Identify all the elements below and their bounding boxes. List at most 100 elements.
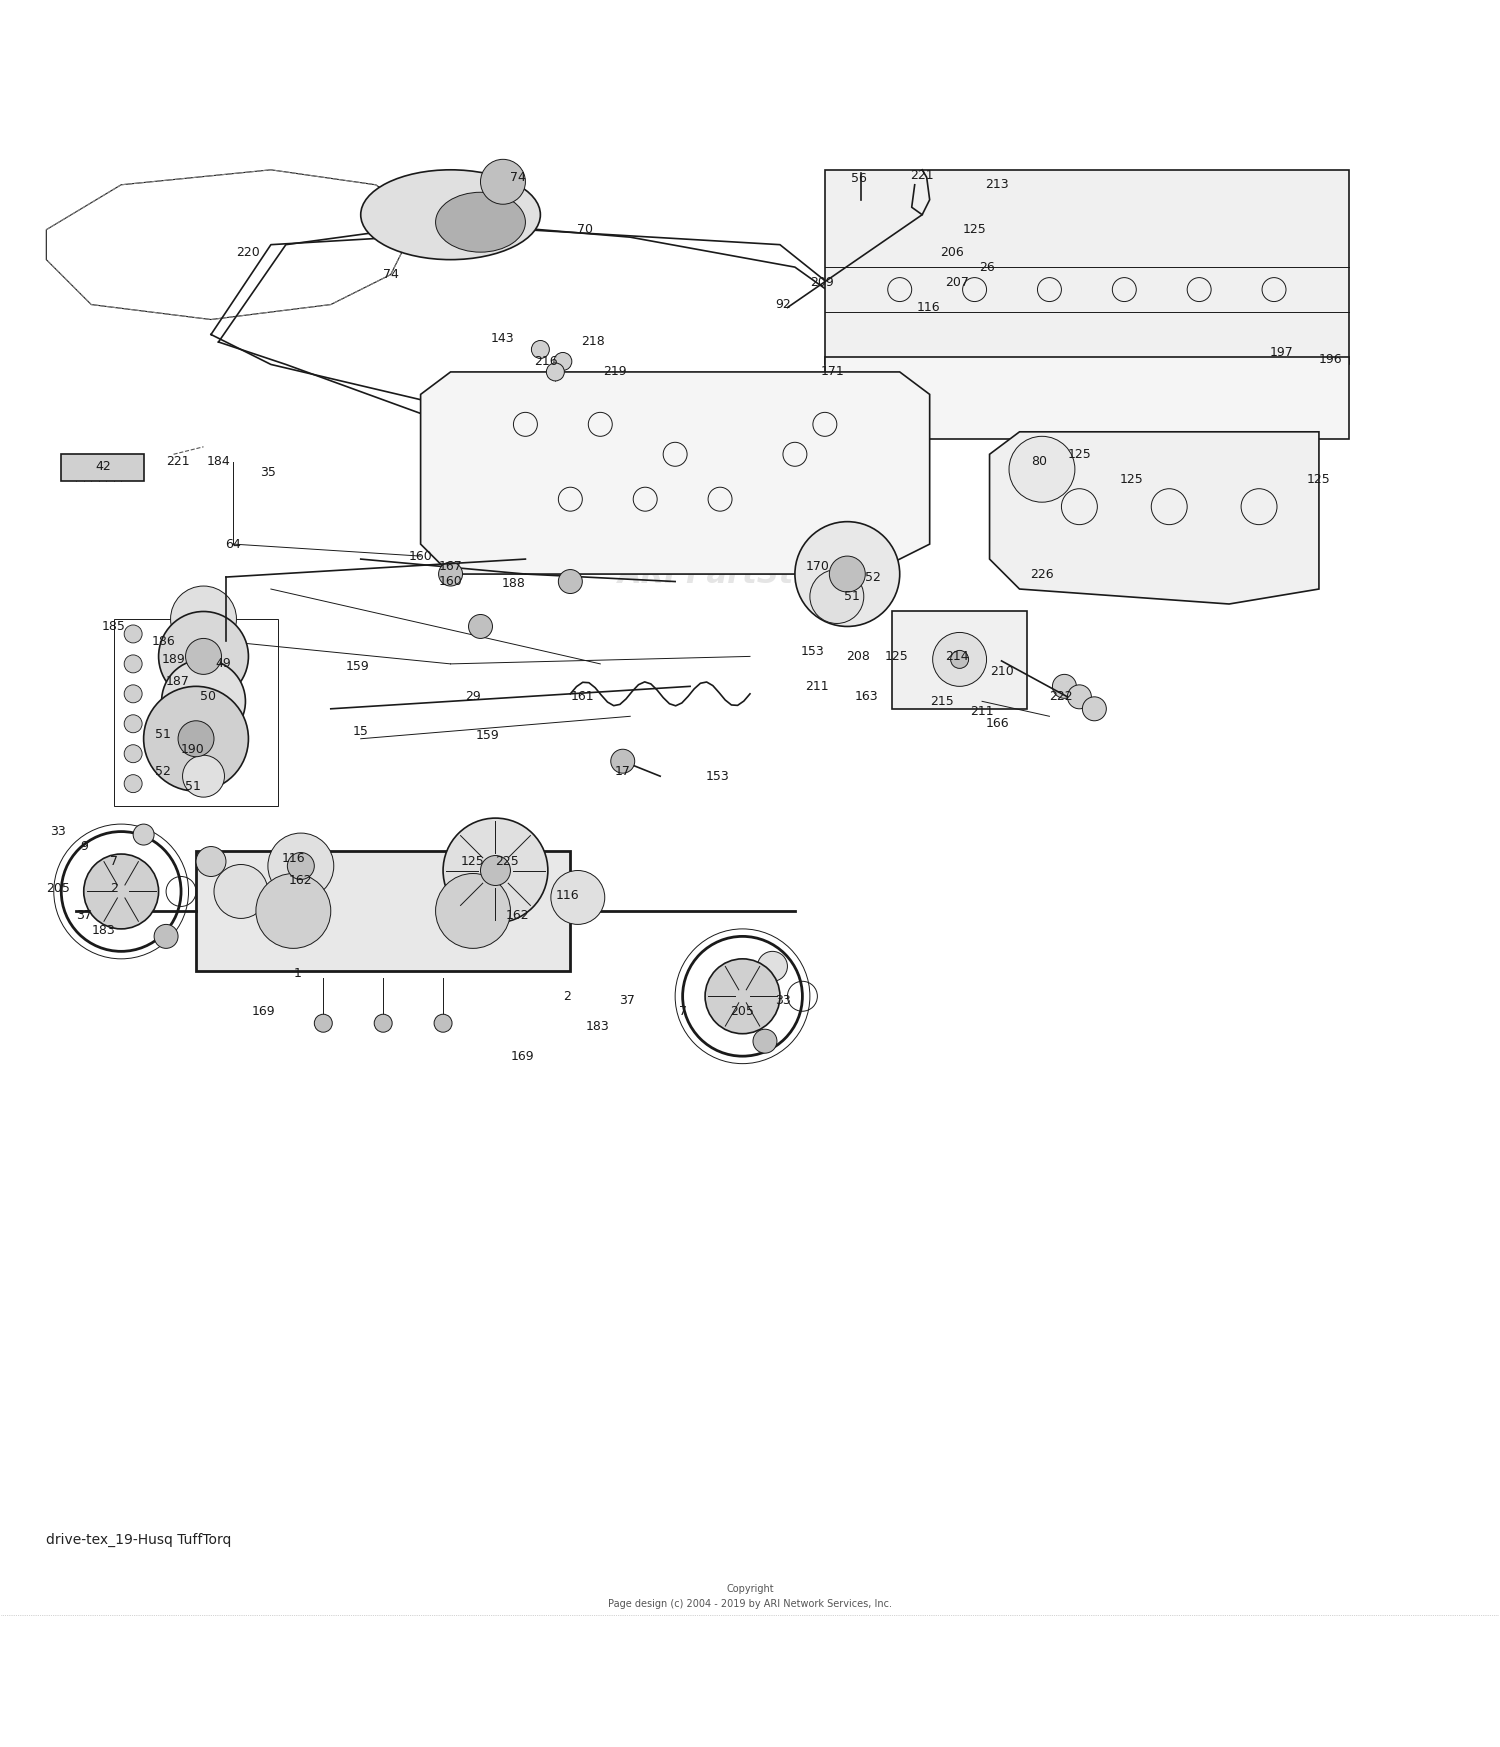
Text: 143: 143 xyxy=(490,332,514,346)
Circle shape xyxy=(433,1015,451,1032)
Circle shape xyxy=(154,924,178,949)
Ellipse shape xyxy=(435,192,525,252)
Circle shape xyxy=(124,774,142,793)
Circle shape xyxy=(435,874,510,949)
Circle shape xyxy=(1083,697,1107,722)
Text: 26: 26 xyxy=(978,260,994,274)
Circle shape xyxy=(468,615,492,638)
Text: 37: 37 xyxy=(76,908,92,922)
Circle shape xyxy=(558,570,582,594)
Text: 186: 186 xyxy=(152,634,176,648)
Text: 51: 51 xyxy=(154,728,171,741)
Text: 116: 116 xyxy=(282,853,304,865)
Circle shape xyxy=(550,870,604,924)
Text: 159: 159 xyxy=(346,660,369,673)
Text: 116: 116 xyxy=(555,889,579,903)
Text: 163: 163 xyxy=(855,690,879,704)
Text: 125: 125 xyxy=(1068,447,1092,461)
Text: 211: 211 xyxy=(970,706,994,718)
Bar xyxy=(196,851,570,971)
Text: 226: 226 xyxy=(1030,568,1054,580)
Text: 70: 70 xyxy=(578,224,594,236)
Circle shape xyxy=(124,744,142,763)
Text: 29: 29 xyxy=(465,690,482,704)
Text: 74: 74 xyxy=(510,171,526,183)
Text: 209: 209 xyxy=(810,276,834,288)
Text: 188: 188 xyxy=(501,577,525,589)
Circle shape xyxy=(610,749,634,774)
Text: 15: 15 xyxy=(352,725,369,737)
Text: ARI PartStream: ARI PartStream xyxy=(618,559,882,589)
Circle shape xyxy=(178,722,214,756)
Text: 2: 2 xyxy=(564,991,572,1003)
Text: 220: 220 xyxy=(237,246,261,259)
Circle shape xyxy=(124,715,142,732)
Text: 56: 56 xyxy=(852,173,867,185)
Circle shape xyxy=(124,655,142,673)
Text: 169: 169 xyxy=(510,1050,534,1062)
Circle shape xyxy=(1068,685,1092,709)
Circle shape xyxy=(288,853,315,879)
Circle shape xyxy=(171,585,237,652)
Text: 166: 166 xyxy=(986,718,1010,730)
Text: 170: 170 xyxy=(806,561,830,573)
Text: Copyright: Copyright xyxy=(726,1585,774,1595)
Bar xyxy=(450,844,540,880)
Text: 80: 80 xyxy=(1030,456,1047,468)
Text: 222: 222 xyxy=(1050,690,1072,704)
Text: 125: 125 xyxy=(1306,473,1330,486)
Text: 187: 187 xyxy=(166,676,190,688)
Circle shape xyxy=(554,353,572,370)
Bar xyxy=(62,454,144,480)
Circle shape xyxy=(124,685,142,702)
Text: 33: 33 xyxy=(51,825,66,839)
Circle shape xyxy=(480,856,510,886)
Text: 125: 125 xyxy=(885,650,909,662)
Text: 221: 221 xyxy=(166,456,190,468)
Text: 51: 51 xyxy=(844,590,859,603)
Text: 92: 92 xyxy=(776,299,790,311)
Text: 183: 183 xyxy=(92,924,116,936)
Text: 167: 167 xyxy=(438,561,462,573)
Text: 9: 9 xyxy=(80,840,87,853)
Text: 153: 153 xyxy=(705,770,729,783)
Text: 52: 52 xyxy=(865,571,880,583)
Bar xyxy=(892,611,1028,709)
Ellipse shape xyxy=(360,169,540,260)
Text: 211: 211 xyxy=(806,680,830,694)
Text: Page design (c) 2004 - 2019 by ARI Network Services, Inc.: Page design (c) 2004 - 2019 by ARI Netwo… xyxy=(608,1599,892,1609)
Text: 37: 37 xyxy=(620,994,634,1008)
Circle shape xyxy=(196,847,226,877)
Text: 197: 197 xyxy=(1269,346,1293,358)
Bar xyxy=(825,356,1348,438)
Text: 33: 33 xyxy=(776,994,790,1008)
Circle shape xyxy=(480,159,525,204)
Circle shape xyxy=(705,959,780,1034)
Text: 7: 7 xyxy=(110,854,117,868)
Circle shape xyxy=(1010,437,1076,501)
Circle shape xyxy=(810,570,864,624)
Circle shape xyxy=(951,650,969,669)
Circle shape xyxy=(84,854,159,929)
Text: 184: 184 xyxy=(207,456,231,468)
Circle shape xyxy=(438,563,462,585)
Text: 190: 190 xyxy=(182,742,206,756)
Text: 160: 160 xyxy=(408,550,432,563)
Circle shape xyxy=(1053,674,1077,699)
Text: 171: 171 xyxy=(821,365,844,379)
Text: 205: 205 xyxy=(46,882,70,894)
Circle shape xyxy=(214,865,268,919)
Circle shape xyxy=(268,833,334,900)
Circle shape xyxy=(442,818,548,922)
Text: 225: 225 xyxy=(495,854,519,868)
Text: 215: 215 xyxy=(930,695,954,708)
Text: 7: 7 xyxy=(678,1005,687,1019)
Text: 221: 221 xyxy=(910,169,934,182)
Text: 125: 125 xyxy=(963,224,987,236)
Circle shape xyxy=(795,522,900,627)
Text: 51: 51 xyxy=(184,781,201,793)
Text: 159: 159 xyxy=(476,728,500,742)
Text: 35: 35 xyxy=(260,466,276,479)
Circle shape xyxy=(162,659,246,742)
Text: 2: 2 xyxy=(110,882,117,894)
